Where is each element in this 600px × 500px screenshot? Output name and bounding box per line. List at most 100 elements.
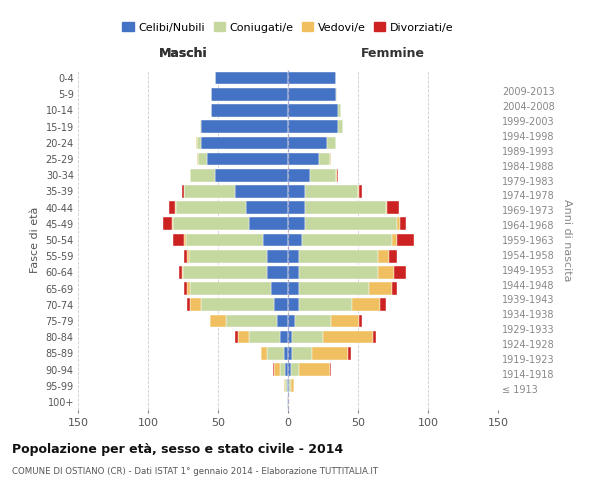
Bar <box>287 396 288 408</box>
Bar <box>397 234 414 246</box>
Bar <box>176 202 246 214</box>
Bar <box>394 266 406 278</box>
Bar <box>172 218 173 230</box>
Bar <box>338 120 343 133</box>
Bar <box>380 298 386 311</box>
Bar <box>319 152 330 166</box>
Bar <box>292 331 323 344</box>
Bar <box>201 136 288 149</box>
Bar <box>263 234 288 246</box>
Bar <box>211 88 288 101</box>
Bar <box>299 298 352 311</box>
Text: COMUNE DI OSTIANO (CR) - Dati ISTAT 1° gennaio 2014 - Elaborazione TUTTITALIA.IT: COMUNE DI OSTIANO (CR) - Dati ISTAT 1° g… <box>12 468 378 476</box>
Bar <box>280 331 288 344</box>
Bar <box>280 363 285 376</box>
Bar <box>284 380 285 392</box>
Bar <box>359 314 362 328</box>
Bar <box>207 152 288 166</box>
Bar <box>373 331 376 344</box>
Bar <box>182 185 184 198</box>
Bar <box>226 314 277 328</box>
Bar <box>288 169 310 181</box>
Bar <box>288 218 305 230</box>
Bar <box>211 104 288 117</box>
Bar <box>184 185 235 198</box>
Bar <box>288 234 302 246</box>
Bar <box>359 185 362 198</box>
Bar <box>267 250 288 262</box>
Bar <box>288 298 299 311</box>
Bar <box>249 218 288 230</box>
Bar <box>330 152 331 166</box>
Bar <box>184 250 187 262</box>
Bar <box>291 363 299 376</box>
Bar <box>288 202 305 214</box>
Text: Maschi: Maschi <box>158 47 208 60</box>
Bar <box>289 380 291 392</box>
Bar <box>196 136 197 149</box>
Bar <box>288 266 299 278</box>
Bar <box>386 202 388 214</box>
Bar <box>188 250 267 262</box>
Bar <box>288 347 292 360</box>
Bar <box>288 104 338 117</box>
Bar <box>235 185 288 198</box>
Bar <box>331 314 359 328</box>
Bar <box>358 185 359 198</box>
Bar <box>215 72 288 85</box>
Bar <box>274 363 280 376</box>
Bar <box>199 152 207 166</box>
Legend: Celibi/Nubili, Coniugati/e, Vedovi/e, Divorziati/e: Celibi/Nubili, Coniugati/e, Vedovi/e, Di… <box>118 18 458 37</box>
Bar <box>288 72 335 85</box>
Text: Popolazione per età, sesso e stato civile - 2014: Popolazione per età, sesso e stato civil… <box>12 442 343 456</box>
Bar <box>299 282 369 295</box>
Bar <box>377 266 394 278</box>
Bar <box>197 136 201 149</box>
Bar <box>323 331 373 344</box>
Bar <box>183 266 267 278</box>
Bar <box>288 363 291 376</box>
Y-axis label: Anni di nascita: Anni di nascita <box>562 198 572 281</box>
Text: Femmine: Femmine <box>361 47 425 60</box>
Bar <box>197 152 199 166</box>
Bar <box>288 314 295 328</box>
Bar <box>201 298 274 311</box>
Bar <box>163 218 172 230</box>
Bar <box>312 347 348 360</box>
Bar <box>377 250 389 262</box>
Bar <box>284 347 288 360</box>
Bar <box>335 169 337 181</box>
Bar <box>397 218 400 230</box>
Bar <box>302 234 392 246</box>
Bar <box>299 250 377 262</box>
Bar <box>292 347 312 360</box>
Bar <box>201 120 288 133</box>
Bar <box>182 266 183 278</box>
Bar <box>369 282 392 295</box>
Text: Maschi: Maschi <box>158 47 208 60</box>
Bar <box>299 363 330 376</box>
Bar <box>267 347 284 360</box>
Bar <box>305 218 397 230</box>
Bar <box>272 363 274 376</box>
Bar <box>173 234 184 246</box>
Bar <box>184 282 187 295</box>
Bar <box>246 202 288 214</box>
Bar <box>190 282 271 295</box>
Bar <box>392 282 397 295</box>
Bar <box>327 136 335 149</box>
Bar <box>215 169 288 181</box>
Bar <box>388 202 398 214</box>
Bar <box>186 234 263 246</box>
Bar <box>288 120 338 133</box>
Bar <box>288 396 289 408</box>
Bar <box>288 88 335 101</box>
Bar <box>288 380 289 392</box>
Bar <box>348 347 351 360</box>
Bar <box>299 266 377 278</box>
Bar <box>288 136 327 149</box>
Bar <box>305 202 386 214</box>
Bar <box>200 120 201 133</box>
Bar <box>288 185 305 198</box>
Bar <box>291 380 293 392</box>
